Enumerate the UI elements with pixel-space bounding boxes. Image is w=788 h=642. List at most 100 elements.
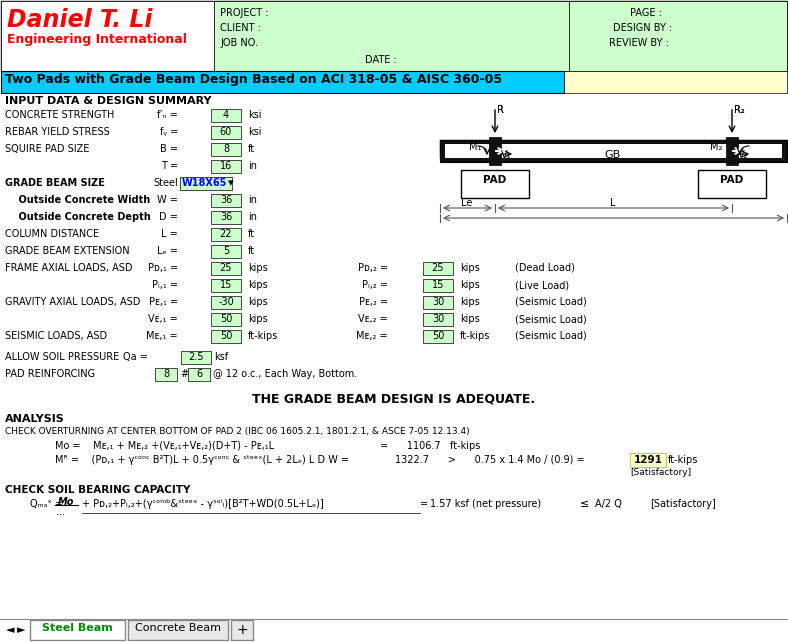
Text: Pₗ,₂ =: Pₗ,₂ = xyxy=(362,280,388,290)
Bar xyxy=(30,620,125,640)
Text: in: in xyxy=(248,161,257,171)
Bar xyxy=(211,143,241,156)
Text: Qₘₐˣ =: Qₘₐˣ = xyxy=(30,499,63,509)
Text: REVIEW BY :: REVIEW BY : xyxy=(609,38,669,48)
Text: 60: 60 xyxy=(220,127,232,137)
Text: SEISMIC LOADS, ASD: SEISMIC LOADS, ASD xyxy=(5,331,107,341)
Text: CLIENT :: CLIENT : xyxy=(220,23,261,33)
Bar xyxy=(698,170,766,198)
Text: CHECK SOIL BEARING CAPACITY: CHECK SOIL BEARING CAPACITY xyxy=(5,485,191,495)
Text: Pᴅ,₁ =: Pᴅ,₁ = xyxy=(148,263,178,273)
Bar xyxy=(1,1,787,71)
Text: SQUIRE PAD SIZE: SQUIRE PAD SIZE xyxy=(5,144,89,154)
Text: Mᴇ,₂ =: Mᴇ,₂ = xyxy=(356,331,388,341)
Text: Pₗ,₁ =: Pₗ,₁ = xyxy=(152,280,178,290)
Text: 16: 16 xyxy=(220,161,232,171)
Text: B =: B = xyxy=(160,144,178,154)
Text: 25: 25 xyxy=(220,263,232,273)
Text: ft-kips: ft-kips xyxy=(668,455,698,465)
Text: ft-kips: ft-kips xyxy=(460,331,490,341)
Text: ft-kips: ft-kips xyxy=(248,331,278,341)
Bar xyxy=(211,313,241,326)
Text: COLUMN DISTANCE: COLUMN DISTANCE xyxy=(5,229,99,239)
Text: 15: 15 xyxy=(220,280,232,290)
Text: 6: 6 xyxy=(196,369,202,379)
Text: 8: 8 xyxy=(163,369,169,379)
Bar xyxy=(489,137,501,165)
Text: ≤: ≤ xyxy=(580,499,589,509)
Text: 5: 5 xyxy=(223,246,229,256)
Bar xyxy=(423,279,453,292)
Text: Qa =: Qa = xyxy=(123,352,148,362)
Text: Lₑ =: Lₑ = xyxy=(157,246,178,256)
Text: ◄: ◄ xyxy=(6,625,14,635)
Text: Pᴇ,₁ =: Pᴇ,₁ = xyxy=(149,297,178,307)
Text: ft: ft xyxy=(248,246,255,256)
Bar xyxy=(211,330,241,343)
Text: 30: 30 xyxy=(432,297,444,307)
Text: Pᴇ,₂ =: Pᴇ,₂ = xyxy=(359,297,388,307)
Text: Vᴇ,₁ =: Vᴇ,₁ = xyxy=(148,314,178,324)
Bar xyxy=(440,140,787,144)
Text: Mᴏ: Mᴏ xyxy=(58,497,75,507)
Text: PAD REINFORCING: PAD REINFORCING xyxy=(5,369,95,379)
Bar xyxy=(180,177,232,190)
Bar xyxy=(128,620,228,640)
Text: ▾: ▾ xyxy=(228,178,233,188)
Text: ►: ► xyxy=(17,625,25,635)
Text: R₂: R₂ xyxy=(734,105,745,115)
Text: V₁: V₁ xyxy=(501,150,511,160)
Bar xyxy=(440,144,787,158)
Text: T =: T = xyxy=(161,161,178,171)
Text: fᵧ =: fᵧ = xyxy=(160,127,178,137)
Text: (Dead Load): (Dead Load) xyxy=(515,263,575,273)
Text: GRADE BEAM SIZE: GRADE BEAM SIZE xyxy=(5,178,105,188)
Bar xyxy=(211,262,241,275)
Text: ft: ft xyxy=(248,229,255,239)
Text: ft: ft xyxy=(248,144,255,154)
Text: DESIGN BY :: DESIGN BY : xyxy=(613,23,672,33)
Bar xyxy=(188,368,210,381)
Bar xyxy=(211,296,241,309)
Bar xyxy=(423,262,453,275)
Text: Le: Le xyxy=(461,198,473,208)
Text: L =: L = xyxy=(162,229,178,239)
Bar xyxy=(564,71,787,93)
Text: ksi: ksi xyxy=(248,110,262,120)
Text: M₁: M₁ xyxy=(469,142,481,152)
Bar xyxy=(211,160,241,173)
Text: (Seismic Load): (Seismic Load) xyxy=(515,331,587,341)
Text: GRADE BEAM EXTENSION: GRADE BEAM EXTENSION xyxy=(5,246,129,256)
Text: =      1106.7   ft-kips: = 1106.7 ft-kips xyxy=(380,441,481,451)
Text: kips: kips xyxy=(460,297,480,307)
Bar xyxy=(211,245,241,258)
Text: =: = xyxy=(420,499,428,509)
Text: [Satisfactory]: [Satisfactory] xyxy=(650,499,716,509)
Text: ANALYSIS: ANALYSIS xyxy=(5,414,65,424)
Text: 36: 36 xyxy=(220,195,232,205)
Text: in: in xyxy=(248,212,257,222)
Bar xyxy=(1,1,214,71)
Text: L: L xyxy=(610,198,615,208)
Text: PAD: PAD xyxy=(483,175,507,185)
Text: f′ₙ =: f′ₙ = xyxy=(158,110,178,120)
Text: ksf: ksf xyxy=(214,352,228,362)
Text: kips: kips xyxy=(248,297,268,307)
Text: Concrete Beam: Concrete Beam xyxy=(135,623,221,633)
Text: kips: kips xyxy=(460,280,480,290)
Bar xyxy=(423,330,453,343)
Bar xyxy=(181,351,211,364)
Text: REBAR YIELD STRESS: REBAR YIELD STRESS xyxy=(5,127,110,137)
Text: Steel: Steel xyxy=(153,178,178,188)
Text: FRAME AXIAL LOADS, ASD: FRAME AXIAL LOADS, ASD xyxy=(5,263,132,273)
Bar xyxy=(231,620,253,640)
Text: 8: 8 xyxy=(223,144,229,154)
Text: GB: GB xyxy=(605,150,621,160)
Text: CHECK OVERTURNING AT CENTER BOTTOM OF PAD 2 (IBC 06 1605.2.1, 1801.2.1, & ASCE 7: CHECK OVERTURNING AT CENTER BOTTOM OF PA… xyxy=(5,427,470,436)
Text: Two Pads with Grade Beam Design Based on ACI 318-05 & AISC 360-05: Two Pads with Grade Beam Design Based on… xyxy=(5,73,502,86)
Text: R₂: R₂ xyxy=(734,105,745,115)
Text: 22: 22 xyxy=(220,229,232,239)
Bar xyxy=(211,194,241,207)
Bar xyxy=(461,170,529,198)
Text: -30: -30 xyxy=(218,297,234,307)
